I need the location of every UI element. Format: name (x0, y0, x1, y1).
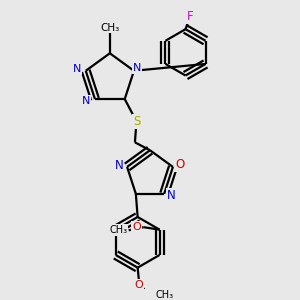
Text: N: N (133, 63, 141, 73)
Text: N: N (167, 189, 175, 202)
Text: CH₃: CH₃ (100, 22, 119, 33)
Text: O: O (132, 222, 141, 232)
Text: CH₃: CH₃ (109, 225, 127, 235)
Text: N: N (73, 64, 81, 74)
Text: CH₃: CH₃ (155, 290, 173, 300)
Text: O: O (175, 158, 184, 171)
Text: N: N (82, 96, 91, 106)
Text: O: O (135, 280, 144, 290)
Text: S: S (133, 115, 140, 128)
Text: F: F (187, 10, 194, 23)
Text: N: N (115, 159, 123, 172)
